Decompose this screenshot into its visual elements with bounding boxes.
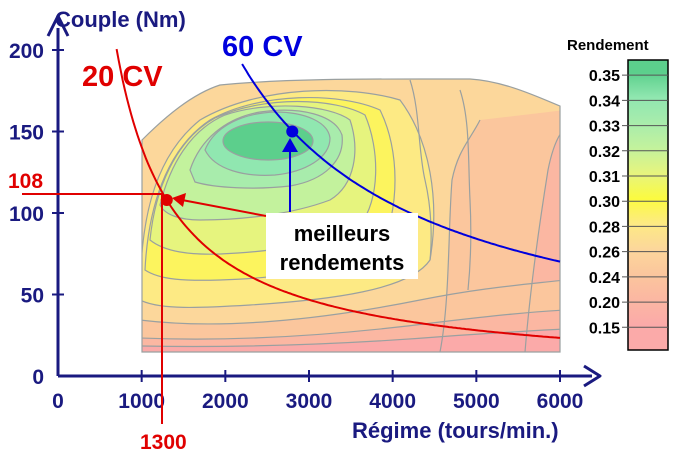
annotation-arrows	[172, 138, 298, 217]
legend-label: 0.30	[589, 194, 620, 211]
legend-label: 0.33	[589, 119, 620, 136]
x-tick-label: 5000	[453, 390, 500, 413]
x-tick-label: 6000	[537, 390, 584, 413]
legend-label: 0.20	[589, 295, 620, 312]
legend-label: 0.26	[589, 245, 620, 262]
legend-label: 0.32	[589, 144, 620, 161]
y-axis-title: Couple (Nm)	[55, 7, 186, 32]
y-ticks: 0 50 100 150 200	[9, 40, 64, 389]
operating-points	[160, 125, 299, 206]
blue-arrow-head	[282, 138, 298, 152]
annotation-line2: rendements	[280, 250, 405, 275]
map-outline	[141, 78, 561, 353]
legend-label: 0.28	[589, 219, 620, 236]
legend: 0.35 0.34 0.33 0.32 0.31 0.30 0.28 0.26 0.24 0.20…	[589, 59, 669, 351]
y-tick-label: 200	[9, 40, 44, 63]
red-arrow-head	[172, 193, 186, 207]
x-ticks: 0 1000 2000 3000 4000 5000 6000	[52, 370, 583, 413]
x-tick-label: 4000	[369, 390, 416, 413]
y-tick-label: 0	[32, 366, 44, 389]
legend-label: 0.35	[589, 68, 620, 85]
y-axis-arrow	[46, 14, 70, 37]
power-curve-1	[115, 48, 561, 339]
curve-label-60cv: 60 CV	[222, 31, 303, 63]
ref-label-x: 1300	[140, 431, 187, 454]
x-tick-label: 0	[52, 390, 64, 413]
y-tick-label: 150	[9, 122, 44, 145]
y-tick-label: 100	[9, 203, 44, 226]
x-axis-title: Régime (tours/min.)	[352, 418, 559, 443]
axes	[46, 14, 602, 388]
x-axis-arrow	[583, 364, 602, 388]
annotation-box	[266, 213, 418, 279]
red-arrow-line	[181, 199, 267, 217]
curve-label-20cv: 20 CV	[82, 61, 163, 93]
ref-label-y: 108	[8, 170, 43, 193]
x-tick-label: 2000	[202, 390, 249, 413]
legend-label: 0.24	[589, 270, 620, 287]
legend-title: Rendement	[567, 37, 649, 54]
legend-label: 0.15	[589, 320, 620, 337]
x-tick-label: 3000	[286, 390, 333, 413]
annotation-line1: meilleurs	[294, 221, 391, 246]
x-tick-label: 1000	[118, 390, 165, 413]
legend-colorbar	[627, 59, 669, 351]
legend-label: 0.31	[589, 169, 620, 186]
operating-point-1	[160, 193, 173, 206]
operating-point-2	[286, 125, 299, 138]
y-tick-label: 50	[21, 285, 44, 308]
legend-label: 0.34	[589, 93, 620, 110]
